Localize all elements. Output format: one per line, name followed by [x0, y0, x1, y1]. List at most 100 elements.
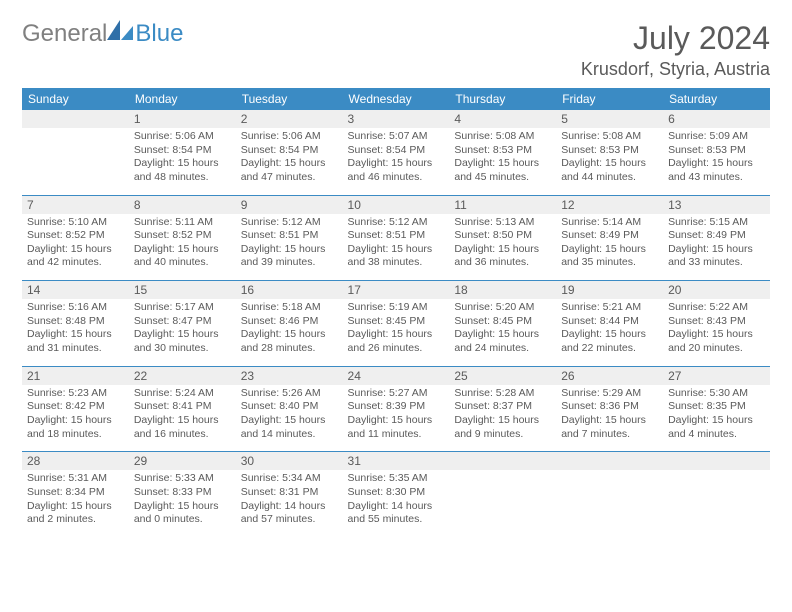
daylight-line: Daylight: 15 hours and 22 minutes.: [561, 328, 658, 355]
calendar-cell: 30Sunrise: 5:34 AMSunset: 8:31 PMDayligh…: [236, 452, 343, 537]
logo-text-blue: Blue: [135, 20, 183, 48]
title-block: July 2024 Krusdorf, Styria, Austria: [581, 20, 770, 80]
sunset-line: Sunset: 8:54 PM: [348, 144, 445, 158]
weekday-header: Friday: [556, 88, 663, 110]
calendar-cell: 20Sunrise: 5:22 AMSunset: 8:43 PMDayligh…: [663, 281, 770, 367]
sunset-line: Sunset: 8:54 PM: [134, 144, 231, 158]
day-body: Sunrise: 5:15 AMSunset: 8:49 PMDaylight:…: [663, 214, 770, 281]
calendar-week-row: 7Sunrise: 5:10 AMSunset: 8:52 PMDaylight…: [22, 195, 770, 281]
day-number: 8: [129, 196, 236, 214]
sunset-line: Sunset: 8:49 PM: [668, 229, 765, 243]
day-body: Sunrise: 5:12 AMSunset: 8:51 PMDaylight:…: [343, 214, 450, 281]
daylight-line: Daylight: 15 hours and 24 minutes.: [454, 328, 551, 355]
day-body: [663, 470, 770, 530]
brand-logo: General Blue: [22, 20, 183, 48]
calendar-table: SundayMondayTuesdayWednesdayThursdayFrid…: [22, 88, 770, 537]
calendar-cell: 5Sunrise: 5:08 AMSunset: 8:53 PMDaylight…: [556, 110, 663, 195]
sunset-line: Sunset: 8:37 PM: [454, 400, 551, 414]
sunset-line: Sunset: 8:41 PM: [134, 400, 231, 414]
daylight-line: Daylight: 15 hours and 4 minutes.: [668, 414, 765, 441]
calendar-cell: [22, 110, 129, 195]
weekday-header: Sunday: [22, 88, 129, 110]
sunrise-line: Sunrise: 5:08 AM: [454, 130, 551, 144]
daylight-line: Daylight: 15 hours and 9 minutes.: [454, 414, 551, 441]
daylight-line: Daylight: 15 hours and 0 minutes.: [134, 500, 231, 527]
day-body: Sunrise: 5:34 AMSunset: 8:31 PMDaylight:…: [236, 470, 343, 537]
day-number: [663, 452, 770, 470]
daylight-line: Daylight: 15 hours and 26 minutes.: [348, 328, 445, 355]
sunset-line: Sunset: 8:36 PM: [561, 400, 658, 414]
day-body: Sunrise: 5:26 AMSunset: 8:40 PMDaylight:…: [236, 385, 343, 452]
sunrise-line: Sunrise: 5:27 AM: [348, 387, 445, 401]
daylight-line: Daylight: 15 hours and 42 minutes.: [27, 243, 124, 270]
daylight-line: Daylight: 15 hours and 30 minutes.: [134, 328, 231, 355]
day-number: 1: [129, 110, 236, 128]
day-body: Sunrise: 5:21 AMSunset: 8:44 PMDaylight:…: [556, 299, 663, 366]
calendar-cell: 22Sunrise: 5:24 AMSunset: 8:41 PMDayligh…: [129, 366, 236, 452]
day-number: 23: [236, 367, 343, 385]
daylight-line: Daylight: 15 hours and 47 minutes.: [241, 157, 338, 184]
sunset-line: Sunset: 8:49 PM: [561, 229, 658, 243]
calendar-week-row: 21Sunrise: 5:23 AMSunset: 8:42 PMDayligh…: [22, 366, 770, 452]
day-number: 10: [343, 196, 450, 214]
daylight-line: Daylight: 15 hours and 40 minutes.: [134, 243, 231, 270]
day-body: [22, 128, 129, 188]
sunrise-line: Sunrise: 5:06 AM: [134, 130, 231, 144]
sunset-line: Sunset: 8:51 PM: [241, 229, 338, 243]
day-number: 5: [556, 110, 663, 128]
day-body: Sunrise: 5:06 AMSunset: 8:54 PMDaylight:…: [129, 128, 236, 195]
daylight-line: Daylight: 15 hours and 18 minutes.: [27, 414, 124, 441]
sunrise-line: Sunrise: 5:12 AM: [241, 216, 338, 230]
sunrise-line: Sunrise: 5:08 AM: [561, 130, 658, 144]
sunset-line: Sunset: 8:53 PM: [561, 144, 658, 158]
daylight-line: Daylight: 14 hours and 55 minutes.: [348, 500, 445, 527]
calendar-cell: 28Sunrise: 5:31 AMSunset: 8:34 PMDayligh…: [22, 452, 129, 537]
daylight-line: Daylight: 15 hours and 38 minutes.: [348, 243, 445, 270]
sunset-line: Sunset: 8:51 PM: [348, 229, 445, 243]
daylight-line: Daylight: 15 hours and 2 minutes.: [27, 500, 124, 527]
day-body: Sunrise: 5:31 AMSunset: 8:34 PMDaylight:…: [22, 470, 129, 537]
weekday-header: Saturday: [663, 88, 770, 110]
sunset-line: Sunset: 8:31 PM: [241, 486, 338, 500]
day-number: 21: [22, 367, 129, 385]
sunrise-line: Sunrise: 5:15 AM: [668, 216, 765, 230]
day-number: 18: [449, 281, 556, 299]
day-body: Sunrise: 5:12 AMSunset: 8:51 PMDaylight:…: [236, 214, 343, 281]
calendar-cell: 19Sunrise: 5:21 AMSunset: 8:44 PMDayligh…: [556, 281, 663, 367]
daylight-line: Daylight: 15 hours and 48 minutes.: [134, 157, 231, 184]
daylight-line: Daylight: 15 hours and 7 minutes.: [561, 414, 658, 441]
day-body: Sunrise: 5:06 AMSunset: 8:54 PMDaylight:…: [236, 128, 343, 195]
calendar-cell: 9Sunrise: 5:12 AMSunset: 8:51 PMDaylight…: [236, 195, 343, 281]
day-number: 29: [129, 452, 236, 470]
day-number: 7: [22, 196, 129, 214]
calendar-cell: 7Sunrise: 5:10 AMSunset: 8:52 PMDaylight…: [22, 195, 129, 281]
sunrise-line: Sunrise: 5:07 AM: [348, 130, 445, 144]
day-body: Sunrise: 5:22 AMSunset: 8:43 PMDaylight:…: [663, 299, 770, 366]
sunrise-line: Sunrise: 5:19 AM: [348, 301, 445, 315]
day-number: 3: [343, 110, 450, 128]
calendar-cell: 4Sunrise: 5:08 AMSunset: 8:53 PMDaylight…: [449, 110, 556, 195]
day-number: 16: [236, 281, 343, 299]
day-number: 20: [663, 281, 770, 299]
sunrise-line: Sunrise: 5:35 AM: [348, 472, 445, 486]
sunset-line: Sunset: 8:43 PM: [668, 315, 765, 329]
sunrise-line: Sunrise: 5:26 AM: [241, 387, 338, 401]
sunrise-line: Sunrise: 5:31 AM: [27, 472, 124, 486]
day-body: Sunrise: 5:28 AMSunset: 8:37 PMDaylight:…: [449, 385, 556, 452]
day-number: [449, 452, 556, 470]
day-number: 11: [449, 196, 556, 214]
calendar-cell: 17Sunrise: 5:19 AMSunset: 8:45 PMDayligh…: [343, 281, 450, 367]
day-body: Sunrise: 5:17 AMSunset: 8:47 PMDaylight:…: [129, 299, 236, 366]
calendar-week-row: 14Sunrise: 5:16 AMSunset: 8:48 PMDayligh…: [22, 281, 770, 367]
day-number: 13: [663, 196, 770, 214]
day-number: 9: [236, 196, 343, 214]
sunrise-line: Sunrise: 5:16 AM: [27, 301, 124, 315]
calendar-cell: 10Sunrise: 5:12 AMSunset: 8:51 PMDayligh…: [343, 195, 450, 281]
sunset-line: Sunset: 8:35 PM: [668, 400, 765, 414]
day-body: Sunrise: 5:24 AMSunset: 8:41 PMDaylight:…: [129, 385, 236, 452]
sunset-line: Sunset: 8:52 PM: [134, 229, 231, 243]
day-body: Sunrise: 5:19 AMSunset: 8:45 PMDaylight:…: [343, 299, 450, 366]
day-body: Sunrise: 5:20 AMSunset: 8:45 PMDaylight:…: [449, 299, 556, 366]
daylight-line: Daylight: 15 hours and 16 minutes.: [134, 414, 231, 441]
day-body: [449, 470, 556, 530]
